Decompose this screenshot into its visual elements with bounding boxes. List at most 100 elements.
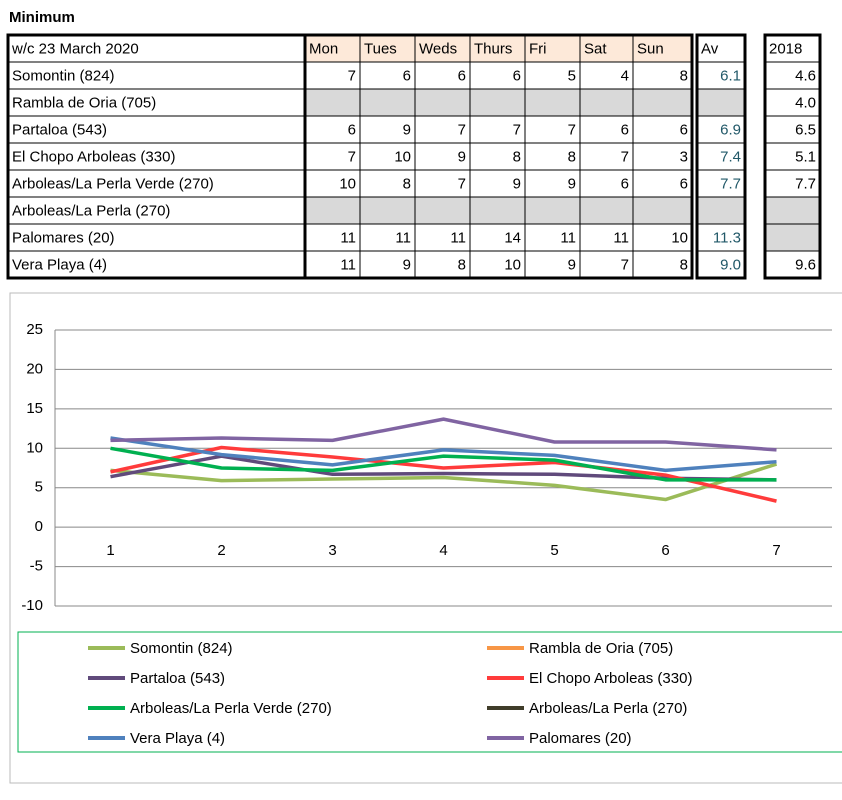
y-tick-label: 0 [35,518,43,535]
cell [414,142,471,171]
x-tick-label: 1 [106,542,114,559]
cell [696,61,746,90]
header-label: Av [701,40,719,57]
cell [414,61,471,90]
cell [632,196,693,225]
cell [304,196,361,225]
y-tick-label: 25 [26,321,43,338]
cell-value: 9.0 [720,256,741,273]
cell-value: 11 [395,229,411,246]
x-tick-label: 3 [328,542,336,559]
cell [414,196,471,225]
cell [579,115,634,144]
series-line [110,436,777,473]
header-cell [7,34,306,63]
x-tick-label: 7 [772,542,780,559]
legend-label: Vera Playa (4) [130,730,225,747]
cell [304,61,361,90]
cell-value: 8 [568,148,576,165]
cell-value: 7 [568,121,576,138]
cell-value: 11 [613,229,629,246]
header-cell [632,34,693,63]
legend-frame [17,631,842,753]
cell [696,88,746,117]
cell [359,196,416,225]
cell-value: 11 [340,256,356,273]
cell-value: 11 [450,229,466,246]
cell [764,250,821,279]
cell [632,223,693,252]
cell [469,142,526,171]
chart-frame [9,292,842,784]
cell [304,88,361,117]
cell-value: 10 [504,256,521,273]
header-cell [524,34,581,63]
cell-value: 7 [348,148,356,165]
cell [696,169,746,198]
cell [579,61,634,90]
cell-value: 3 [680,148,688,165]
cell-value: 8 [458,256,466,273]
cell-value: 11 [340,229,356,246]
row-name: Somontin (824) [12,67,115,84]
cell-value: 6.9 [720,121,741,138]
cell-value: 6 [348,121,356,138]
cell-value: 10 [339,175,356,192]
cell [632,169,693,198]
y-tick-label: 5 [35,479,43,496]
cell-value: 9 [568,175,576,192]
cell-value: 7 [621,256,629,273]
cell-value: 7.7 [720,175,741,192]
cell-value: 10 [394,148,411,165]
cell [579,196,634,225]
row-name-cell [7,223,306,252]
header-label: Weds [419,40,457,57]
table-frame [695,33,747,280]
header-label: Mon [309,40,338,57]
cell-value: 10 [671,229,688,246]
cell-value: 6 [513,67,521,84]
cell [632,250,693,279]
cell [524,61,581,90]
cell-value: 8 [403,175,411,192]
header-cell [304,34,361,63]
cell [524,115,581,144]
row-name: Palomares (20) [12,229,115,246]
y-tick-label: 15 [26,400,43,417]
page-title: Minimum [9,9,75,26]
cell [632,61,693,90]
header-label: 2018 [769,40,802,57]
legend-label: Somontin (824) [130,640,233,657]
row-name-cell [7,88,306,117]
cell-value: 9 [403,121,411,138]
series-line [110,445,777,503]
cell [469,196,526,225]
cell-value: 6 [680,175,688,192]
series-line [110,417,777,452]
cell [764,61,821,90]
y-tick-label: -5 [30,558,43,575]
header-label: Sun [637,40,664,57]
row-name: Vera Playa (4) [12,256,107,273]
cell-value: 5 [568,67,576,84]
cell [524,88,581,117]
row-name-cell [7,115,306,144]
cell-value: 9 [513,175,521,192]
cell-value: 6.5 [795,121,816,138]
header-label: Sat [584,40,607,57]
cell [304,223,361,252]
header-label: Fri [529,40,547,57]
cell-value: 6 [621,175,629,192]
x-tick-label: 4 [439,542,447,559]
cell [469,250,526,279]
row-name: Partaloa (543) [12,121,107,138]
cell-value: 14 [504,229,521,246]
legend-label: Rambla de Oria (705) [529,640,673,657]
cell [524,250,581,279]
cell-value: 8 [680,67,688,84]
cell-value: 6 [403,67,411,84]
cell-value: 6 [458,67,466,84]
legend-label: Arboleas/La Perla (270) [529,700,687,717]
cell [414,250,471,279]
